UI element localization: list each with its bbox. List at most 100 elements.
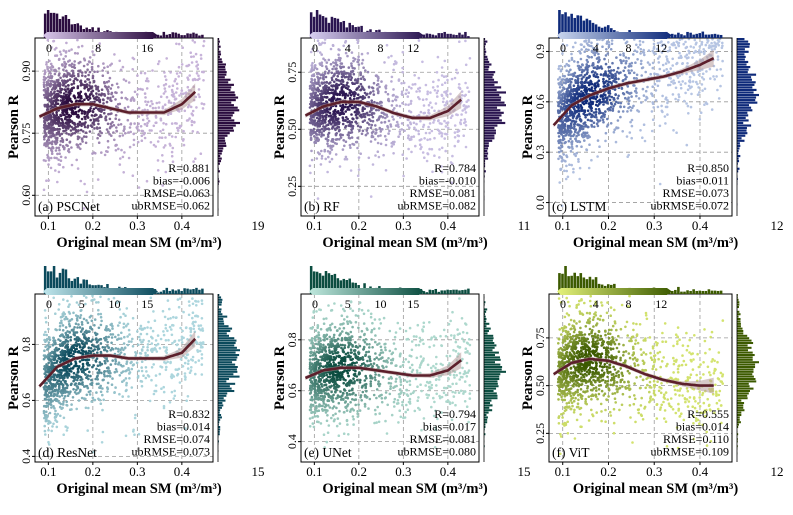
- scatter-point: [654, 83, 657, 86]
- scatter-point: [662, 64, 665, 67]
- scatter-point: [615, 126, 618, 129]
- histogram-bar: [218, 145, 226, 147]
- scatter-point: [164, 136, 167, 139]
- scatter-point: [107, 336, 110, 339]
- scatter-point: [362, 130, 365, 133]
- scatter-point: [557, 68, 560, 71]
- scatter-point: [329, 147, 332, 150]
- scatter-point: [678, 57, 681, 60]
- scatter-point: [626, 135, 629, 138]
- scatter-point: [172, 316, 175, 319]
- scatter-point: [155, 121, 158, 124]
- scatter-point: [570, 89, 573, 92]
- scatter-point: [713, 45, 716, 48]
- histogram-bar: [484, 150, 487, 152]
- scatter-point: [162, 160, 165, 163]
- histogram-bar: [218, 142, 226, 144]
- scatter-point: [183, 144, 186, 147]
- scatter-point: [705, 70, 708, 73]
- scatter-point: [652, 62, 655, 65]
- scatter-point: [699, 45, 702, 48]
- scatter-point: [350, 90, 353, 93]
- scatter-point: [66, 88, 69, 91]
- histogram-bar: [458, 33, 461, 38]
- scatter-point: [368, 86, 371, 89]
- scatter-point: [84, 121, 87, 124]
- scatter-point: [127, 131, 130, 134]
- scatter-point: [316, 73, 319, 76]
- scatter-point: [325, 128, 328, 131]
- histogram-bar: [218, 109, 239, 111]
- histogram-bar: [737, 43, 750, 45]
- scatter-point: [43, 73, 46, 76]
- scatter-point: [446, 90, 449, 93]
- scatter-point: [60, 156, 63, 159]
- scatter-point: [130, 340, 133, 343]
- scatter-point: [635, 95, 638, 98]
- scatter-point: [699, 118, 702, 121]
- scatter-point: [713, 41, 716, 44]
- scatter-point: [316, 130, 319, 133]
- scatter-point: [704, 88, 707, 91]
- scatter-point: [661, 95, 664, 98]
- scatter-point: [138, 107, 141, 110]
- scatter-point: [171, 122, 174, 125]
- scatter-point: [558, 135, 561, 138]
- histogram-bar: [461, 35, 464, 38]
- histogram-bar: [218, 124, 236, 126]
- histogram-bar: [218, 76, 225, 78]
- histogram-bar: [218, 71, 227, 73]
- scatter-point: [679, 38, 682, 41]
- scatter-point: [576, 140, 579, 143]
- scatter-point: [630, 137, 633, 140]
- scatter-point: [422, 126, 425, 129]
- histogram-bar: [484, 112, 504, 114]
- histogram-bar: [218, 132, 230, 134]
- histogram-bar: [484, 41, 487, 43]
- scatter-point: [652, 118, 655, 121]
- histogram-bar: [218, 66, 225, 68]
- scatter-point: [603, 116, 606, 119]
- scatter-point: [93, 151, 96, 154]
- scatter-point: [54, 121, 57, 124]
- scatter-point: [630, 65, 633, 68]
- scatter-point: [111, 359, 114, 362]
- scatter-point: [97, 65, 100, 68]
- scatter-point: [721, 75, 724, 78]
- scatter-point: [328, 86, 331, 89]
- scatter-point: [321, 128, 324, 131]
- scatter-point: [127, 106, 130, 109]
- scatter-point: [323, 96, 326, 99]
- scatter-point: [426, 90, 429, 93]
- histogram-bar: [484, 137, 494, 139]
- scatter-point: [327, 72, 330, 75]
- scatter-point: [54, 169, 57, 172]
- scatter-point: [119, 103, 122, 106]
- scatter-point: [331, 72, 334, 75]
- histogram-bar: [737, 114, 748, 116]
- scatter-point: [52, 423, 55, 426]
- scatter-point: [188, 314, 191, 317]
- scatter-point: [110, 100, 113, 103]
- histogram-bar: [198, 35, 201, 38]
- scatter-point: [73, 326, 76, 329]
- scatter-point: [43, 189, 46, 192]
- scatter-point: [581, 63, 584, 66]
- scatter-point: [352, 92, 355, 95]
- scatter-point: [661, 110, 664, 113]
- scatter-point: [100, 342, 103, 345]
- scatter-point: [325, 138, 328, 141]
- scatter-point: [319, 84, 322, 87]
- scatter-point: [618, 110, 621, 113]
- scatter-point: [48, 336, 51, 339]
- scatter-point: [197, 67, 200, 70]
- scatter-point: [145, 377, 148, 380]
- scatter-point: [581, 69, 584, 72]
- scatter-point: [602, 118, 605, 121]
- scatter-point: [705, 44, 708, 47]
- scatter-point: [687, 50, 690, 53]
- scatter-point: [53, 85, 56, 88]
- scatter-point: [43, 138, 46, 141]
- scatter-point: [331, 89, 334, 92]
- scatter-point: [378, 156, 381, 159]
